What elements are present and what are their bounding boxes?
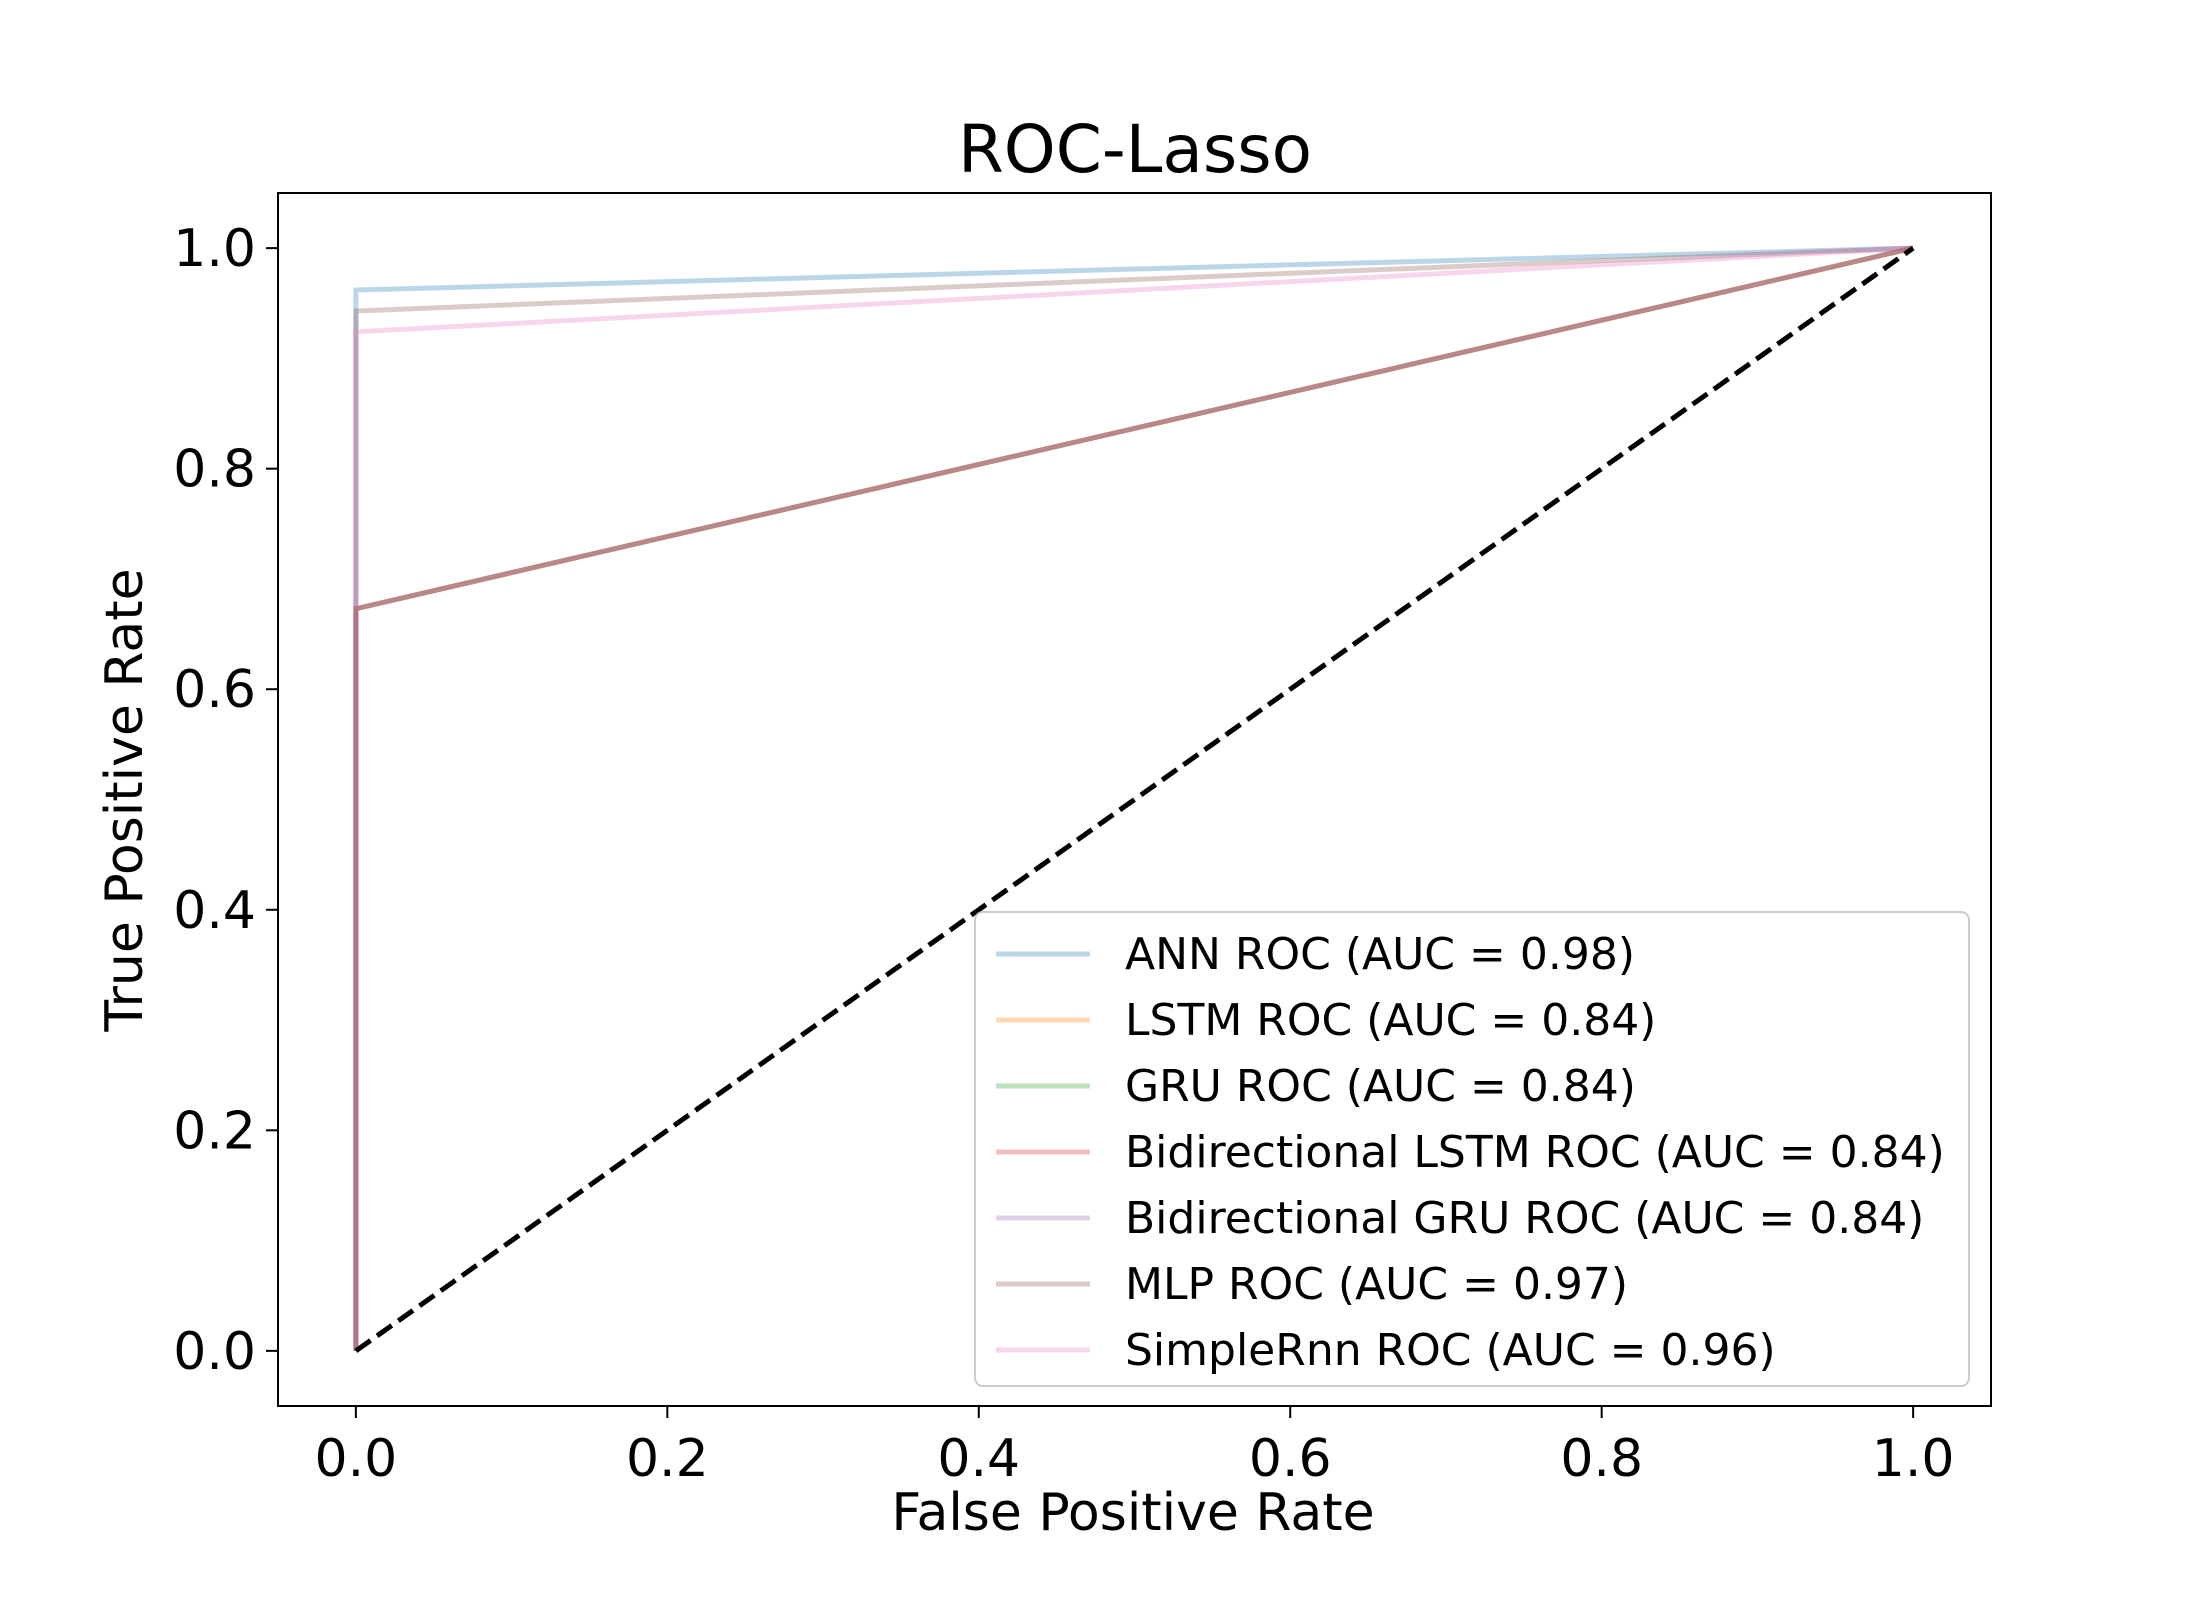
x-axis-ticks: 0.0 0.2 0.4 0.6 0.8 1.0: [315, 1406, 1955, 1489]
x-tick-label: 0.4: [937, 1429, 1020, 1489]
y-axis-label: True Positive Rate: [95, 568, 155, 1032]
legend-label-2: GRU ROC (AUC = 0.84): [1125, 1061, 1636, 1112]
y-tick-label: 0.2: [173, 1101, 256, 1161]
y-tick-label: 0.8: [173, 440, 256, 500]
reference-diagonal: [354, 246, 1915, 1353]
y-axis-ticks: 0.0 0.2 0.4 0.6 0.8 1.0: [173, 219, 278, 1382]
y-tick-label: 1.0: [173, 219, 256, 279]
series-line-6: [353, 245, 1914, 1351]
x-tick-label: 0.6: [1249, 1429, 1332, 1489]
axes-frame: [277, 192, 1992, 1407]
legend-label-0: ANN ROC (AUC = 0.98): [1125, 929, 1635, 980]
series-line-2: [353, 245, 1914, 1351]
series-line-0: [353, 245, 1914, 1351]
series-layer: [353, 245, 1914, 1351]
y-tick-label: 0.0: [173, 1322, 256, 1382]
legend-frame: [974, 911, 1970, 1387]
y-tick-label: 0.4: [173, 881, 256, 941]
x-tick-label: 0.8: [1560, 1429, 1643, 1489]
chart-title: ROC-Lasso: [958, 111, 1312, 188]
x-tick-label: 1.0: [1872, 1429, 1955, 1489]
legend: ANN ROC (AUC = 0.98) LSTM ROC (AUC = 0.84…: [974, 911, 1970, 1387]
legend-label-6: SimpleRnn ROC (AUC = 0.96): [1125, 1325, 1776, 1376]
legend-label-4: Bidirectional GRU ROC (AUC = 0.84): [1125, 1193, 1924, 1244]
series-line-4: [353, 245, 1914, 1351]
x-axis-label: False Positive Rate: [891, 1483, 1374, 1543]
legend-label-3: Bidirectional LSTM ROC (AUC = 0.84): [1125, 1127, 1945, 1178]
series-line-3: [353, 245, 1914, 1351]
plot-area: [277, 192, 1992, 1407]
x-tick-label: 0.0: [315, 1429, 398, 1489]
x-tick-label: 0.2: [626, 1429, 709, 1489]
legend-label-1: LSTM ROC (AUC = 0.84): [1125, 995, 1656, 1046]
legend-entries: ANN ROC (AUC = 0.98) LSTM ROC (AUC = 0.84…: [996, 929, 1945, 1376]
series-line-1: [353, 245, 1914, 1351]
reference-layer: [354, 246, 1915, 1353]
series-line-5: [353, 245, 1914, 1351]
legend-label-5: MLP ROC (AUC = 0.97): [1125, 1259, 1628, 1310]
y-tick-label: 0.6: [173, 660, 256, 720]
